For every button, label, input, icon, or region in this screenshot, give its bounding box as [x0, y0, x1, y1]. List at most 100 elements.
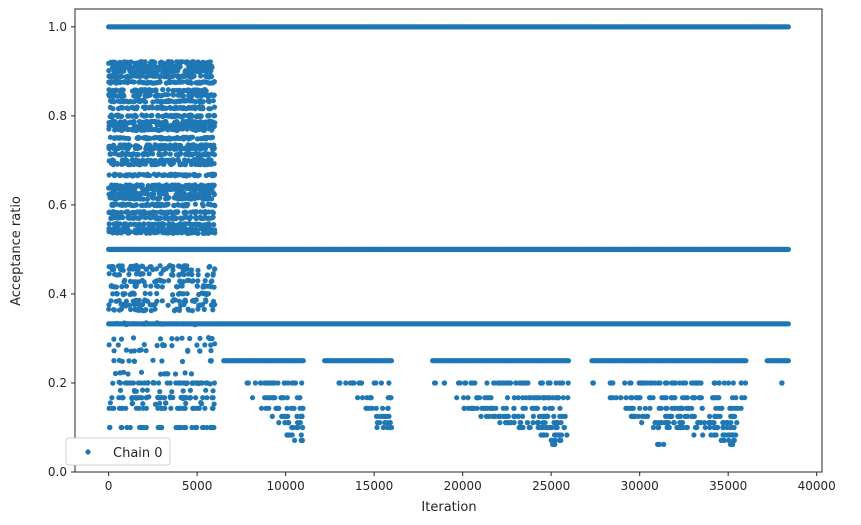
data-point — [205, 196, 211, 202]
data-point — [135, 161, 141, 167]
data-point — [202, 210, 208, 216]
data-point — [508, 380, 514, 386]
data-point — [132, 87, 138, 93]
data-point — [505, 413, 511, 419]
data-point — [150, 59, 157, 65]
data-point — [719, 405, 725, 411]
data-point — [137, 424, 143, 431]
data-point — [166, 210, 172, 216]
data-point — [623, 405, 629, 411]
data-point — [517, 420, 523, 426]
data-point — [192, 127, 198, 133]
data-point — [157, 73, 163, 79]
data-point — [691, 432, 697, 438]
data-point — [106, 68, 112, 74]
data-point — [280, 413, 286, 419]
data-point — [671, 420, 677, 426]
data-point — [110, 162, 116, 168]
data-point — [727, 405, 733, 411]
data-point — [679, 405, 685, 411]
data-point — [115, 126, 121, 132]
data-point — [141, 209, 147, 215]
data-point — [125, 215, 131, 221]
data-point — [106, 87, 112, 93]
data-point — [207, 215, 213, 221]
data-point — [152, 80, 158, 86]
data-point — [184, 185, 190, 192]
data-point — [664, 405, 670, 411]
data-point — [355, 395, 361, 401]
data-point — [154, 215, 160, 221]
data-point — [113, 201, 119, 207]
data-point — [196, 185, 202, 191]
data-point — [198, 93, 204, 99]
data-point — [157, 104, 164, 110]
data-point — [637, 405, 643, 411]
data-point — [154, 172, 160, 179]
data-point — [201, 151, 207, 157]
data-point — [635, 413, 641, 419]
data-point — [143, 190, 149, 196]
data-point — [731, 437, 737, 443]
data-point — [686, 405, 692, 411]
data-point — [535, 424, 541, 431]
data-point — [280, 395, 286, 401]
data-point — [119, 395, 125, 401]
data-point — [683, 380, 689, 386]
data-point — [179, 105, 185, 111]
data-point — [179, 202, 185, 208]
data-point — [698, 395, 705, 401]
data-point — [249, 395, 256, 401]
data-point — [207, 171, 213, 178]
data-point — [142, 172, 148, 178]
data-point — [180, 215, 186, 221]
data-point — [167, 104, 173, 111]
data-point — [343, 380, 349, 386]
data-point — [183, 73, 189, 79]
data-point — [721, 380, 727, 386]
data-point — [482, 395, 488, 401]
data-point — [299, 380, 305, 386]
data-point — [661, 441, 667, 447]
data-point — [461, 405, 467, 411]
data-point — [146, 202, 153, 208]
data-point — [125, 146, 131, 152]
data-point — [193, 80, 199, 86]
data-point — [386, 380, 392, 386]
data-point — [717, 413, 723, 419]
data-point — [712, 380, 718, 386]
data-point — [639, 420, 645, 426]
data-point — [690, 413, 696, 419]
data-point — [557, 380, 563, 386]
data-point — [206, 74, 212, 80]
data-point — [290, 424, 296, 431]
data-point — [111, 135, 117, 141]
data-point — [374, 424, 380, 431]
data-point — [135, 67, 141, 74]
data-point — [180, 135, 186, 141]
data-point — [119, 424, 125, 431]
data-point — [165, 127, 171, 133]
data-point — [656, 424, 662, 431]
data-point — [441, 380, 448, 386]
data-point — [131, 93, 137, 99]
data-point — [204, 395, 210, 401]
data-point — [197, 113, 203, 120]
data-point — [182, 68, 189, 74]
data-point — [195, 59, 201, 65]
data-point — [244, 380, 250, 386]
data-point — [564, 432, 570, 438]
plot-area — [106, 24, 792, 447]
data-point — [202, 405, 208, 411]
data-point — [185, 98, 191, 104]
data-point — [131, 64, 137, 70]
data-point — [785, 24, 792, 30]
data-point — [137, 79, 143, 85]
data-point — [166, 195, 172, 201]
data-point — [185, 113, 191, 119]
data-point — [106, 185, 112, 191]
data-point — [299, 437, 305, 443]
data-point — [385, 405, 391, 411]
data-point — [131, 195, 137, 201]
data-point — [116, 93, 122, 99]
